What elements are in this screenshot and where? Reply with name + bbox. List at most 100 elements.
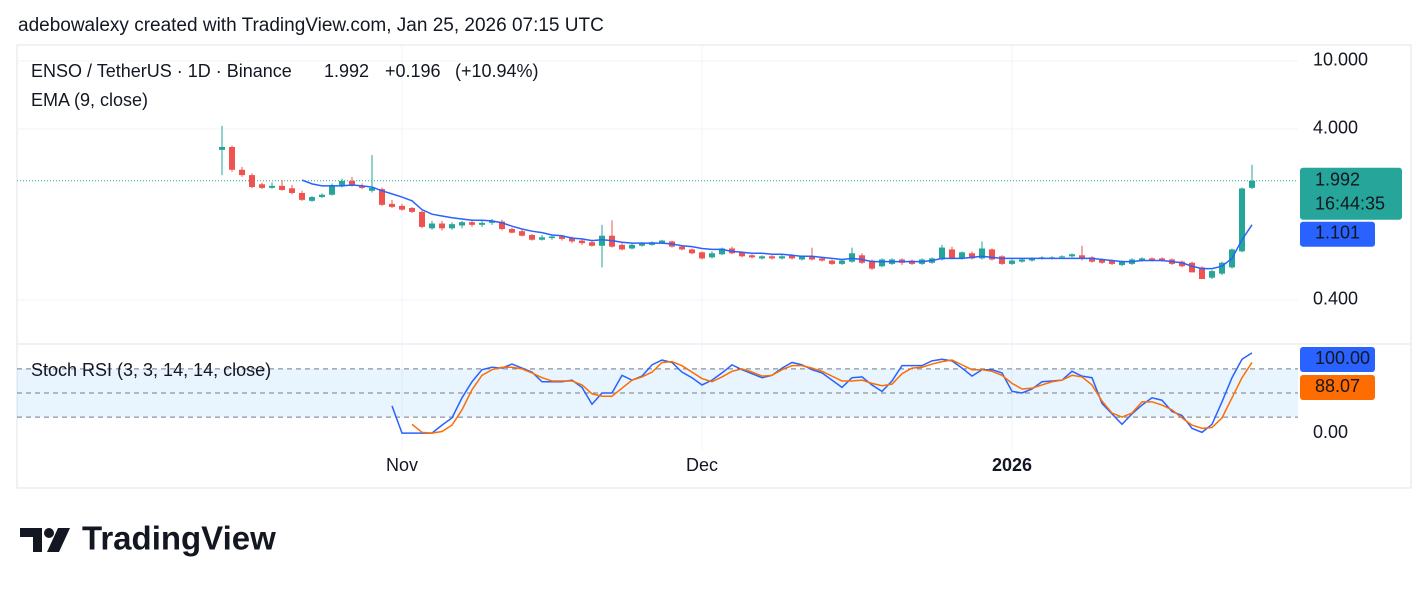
price-badge-countdown: 16:44:35 [1315, 194, 1385, 214]
candle [1209, 269, 1215, 280]
candle [969, 251, 975, 260]
candle [879, 258, 885, 268]
candle [999, 255, 1005, 266]
candle-body [979, 248, 985, 259]
candle-body [329, 185, 335, 195]
candle [1249, 164, 1255, 190]
candle-body [449, 224, 455, 229]
y-tick-label: 0.00 [1313, 422, 1348, 442]
candle-body [1159, 258, 1165, 261]
candle-body [999, 256, 1005, 264]
candle-body [769, 256, 775, 259]
candle [539, 234, 545, 241]
candle [809, 247, 815, 261]
candle-body [519, 231, 525, 236]
candle [449, 222, 455, 230]
candle-body [239, 169, 245, 176]
candle-body [819, 258, 825, 261]
candle-body [1089, 257, 1095, 262]
candle-body [299, 192, 305, 200]
candle-body [559, 236, 565, 239]
candle-body [689, 249, 695, 254]
candle [409, 206, 415, 214]
logo: TradingView [20, 520, 276, 557]
candle [619, 243, 625, 251]
stoch-line [411, 359, 1253, 434]
candle [749, 254, 755, 259]
stoch-badge [1300, 347, 1375, 372]
candle [549, 234, 555, 240]
candle-body [409, 208, 415, 212]
candle-body [849, 253, 855, 262]
candle-body [429, 223, 435, 229]
candle [479, 220, 485, 227]
candle-body [629, 244, 635, 249]
candle-body [1179, 261, 1185, 267]
candle [499, 219, 505, 231]
legend-title: ENSO / TetherUS · 1D · Binance [31, 61, 292, 81]
candle-body [1199, 267, 1205, 280]
candle-body [759, 256, 765, 259]
candle [1239, 187, 1245, 253]
candle-body [869, 260, 875, 269]
candle-body [709, 253, 715, 258]
ema-badge [1300, 221, 1375, 247]
candle [1069, 253, 1075, 258]
candle-body [389, 203, 395, 207]
candle-body [949, 249, 955, 259]
candle-body [1099, 259, 1105, 263]
credit: adebowalexy created with TradingView.com… [18, 15, 604, 36]
candle-body [579, 240, 585, 244]
stoch-badge-value: 88.07 [1315, 376, 1360, 396]
candle-body [779, 256, 785, 259]
candle-body [1139, 258, 1145, 261]
candle [249, 173, 255, 189]
y-tick-label: 0.400 [1313, 289, 1358, 309]
candle-body [799, 256, 805, 260]
candle-body [1079, 255, 1085, 259]
y-tick-label: 10.000 [1313, 50, 1368, 70]
candle-body [369, 187, 375, 191]
candle [219, 125, 225, 176]
candle-body [339, 180, 345, 186]
candle [309, 196, 315, 202]
candle-body [619, 244, 625, 250]
candle [599, 224, 605, 268]
candle [839, 259, 845, 266]
candle [949, 246, 955, 260]
candle [489, 219, 495, 225]
price-badge-value: 1.992 [1315, 170, 1360, 190]
candle-body [699, 252, 705, 259]
legend-series: EMA (9, close) [31, 90, 148, 110]
candle [229, 145, 235, 172]
candle-body [879, 259, 885, 267]
candle [689, 248, 695, 255]
candle-body [419, 211, 425, 227]
candle-body [459, 222, 465, 226]
candle [1009, 258, 1015, 266]
candle-body [1029, 258, 1035, 261]
candle-body [1119, 261, 1125, 266]
y-tick-label: 4.000 [1313, 118, 1358, 138]
candle-body [1149, 258, 1155, 261]
candle [259, 182, 265, 190]
logo-text: TradingView [82, 520, 276, 557]
candle [1089, 256, 1095, 263]
candle [399, 203, 405, 211]
candle-body [309, 197, 315, 201]
candle-body [989, 249, 995, 260]
candle [1179, 260, 1185, 268]
candle-body [529, 234, 535, 240]
candle-body [1069, 254, 1075, 257]
ema-badge-value: 1.101 [1315, 223, 1360, 243]
candle-body [1249, 180, 1255, 188]
candle-body [1059, 256, 1065, 258]
candle-body [539, 237, 545, 240]
candle [629, 243, 635, 250]
candle [319, 193, 325, 198]
candle [709, 251, 715, 259]
candle [239, 166, 245, 177]
candle [369, 154, 375, 193]
candle [989, 248, 995, 261]
candle-body [599, 235, 605, 246]
